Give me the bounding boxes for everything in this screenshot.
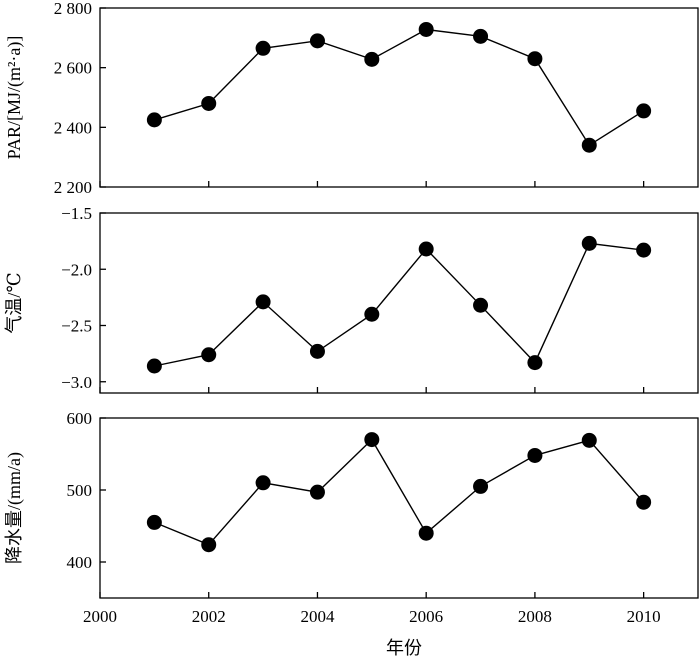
data-point xyxy=(581,137,597,153)
data-point xyxy=(255,294,271,310)
panel-1-frame xyxy=(99,212,699,394)
data-point xyxy=(473,28,489,44)
y-tick-label: 2 800 xyxy=(54,0,92,18)
x-tick-label: 2002 xyxy=(192,607,226,626)
y-tick-label: −2.5 xyxy=(61,317,92,336)
data-point xyxy=(636,242,652,258)
par-panel: 2 200 2 400 2 600 2 800 PAR/[MJ/(m²·a)] xyxy=(4,0,699,197)
y-tick-label: −3.0 xyxy=(61,373,92,392)
y-tick-label: 2 200 xyxy=(54,178,92,197)
panel-2-frame xyxy=(99,417,699,599)
data-point xyxy=(255,475,271,491)
data-point xyxy=(418,241,434,257)
x-axis-title: 年份 xyxy=(386,638,422,658)
data-point xyxy=(636,103,652,119)
data-point xyxy=(201,347,217,363)
year-x-axis: 2000 2002 2004 2006 2008 2010 xyxy=(83,607,661,626)
data-point xyxy=(309,484,325,500)
data-point xyxy=(309,33,325,49)
y-tick-label: −2.0 xyxy=(61,260,92,279)
data-point xyxy=(473,297,489,313)
data-point xyxy=(636,494,652,510)
x-tick-label: 2008 xyxy=(518,607,552,626)
y-axis-title: 气温/℃ xyxy=(4,272,24,333)
data-point xyxy=(581,235,597,251)
data-point xyxy=(201,95,217,111)
y-axis-title: PAR/[MJ/(m²·a)] xyxy=(4,36,25,160)
series-line xyxy=(154,242,644,367)
data-point xyxy=(418,525,434,541)
temperature-panel: −3.0 −2.5 −2.0 −1.5 气温/℃ xyxy=(4,204,699,394)
data-point xyxy=(527,51,543,67)
y-tick-label: −1.5 xyxy=(61,204,92,223)
data-point xyxy=(146,358,162,374)
data-point xyxy=(309,343,325,359)
y-tick-label: 500 xyxy=(67,481,93,500)
data-point xyxy=(146,514,162,530)
y-axis-title: 降水量/(mm/a) xyxy=(4,452,25,564)
data-point xyxy=(364,306,380,322)
series-line xyxy=(154,438,645,546)
data-point xyxy=(364,432,380,448)
data-point xyxy=(527,355,543,371)
data-point xyxy=(418,21,434,37)
data-point xyxy=(364,51,380,67)
x-tick-label: 2006 xyxy=(409,607,443,626)
data-point xyxy=(473,478,489,494)
data-point xyxy=(527,447,543,463)
x-tick-label: 2000 xyxy=(83,607,117,626)
panel-0-frame xyxy=(99,7,699,188)
precipitation-panel: 400 500 600 降水量/(mm/a) xyxy=(4,409,699,599)
y-tick-label: 2 400 xyxy=(54,118,92,137)
x-tick-label: 2010 xyxy=(627,607,661,626)
data-point xyxy=(255,40,271,56)
series-line xyxy=(154,28,644,147)
data-point xyxy=(146,112,162,128)
x-tick-label: 2004 xyxy=(300,607,335,626)
y-tick-label: 400 xyxy=(67,553,93,572)
y-tick-label: 2 600 xyxy=(54,59,92,78)
data-point xyxy=(581,432,597,448)
data-point xyxy=(201,537,217,553)
y-tick-label: 600 xyxy=(67,409,93,428)
